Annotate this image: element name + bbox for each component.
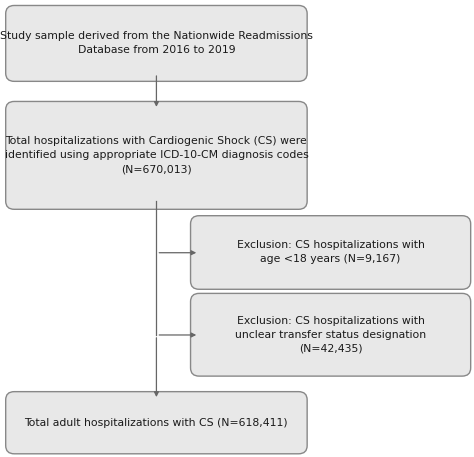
Text: Exclusion: CS hospitalizations with
unclear transfer status designation
(N=42,43: Exclusion: CS hospitalizations with uncl… — [235, 316, 426, 354]
Text: Study sample derived from the Nationwide Readmissions
Database from 2016 to 2019: Study sample derived from the Nationwide… — [0, 32, 313, 55]
FancyBboxPatch shape — [191, 293, 471, 376]
Text: Total adult hospitalizations with CS (N=618,411): Total adult hospitalizations with CS (N=… — [24, 418, 287, 428]
FancyBboxPatch shape — [6, 5, 307, 81]
Text: Total hospitalizations with Cardiogenic Shock (CS) were
identified using appropr: Total hospitalizations with Cardiogenic … — [5, 136, 308, 175]
FancyBboxPatch shape — [6, 101, 307, 209]
Text: Exclusion: CS hospitalizations with
age <18 years (N=9,167): Exclusion: CS hospitalizations with age … — [237, 240, 425, 265]
FancyBboxPatch shape — [191, 216, 471, 289]
FancyBboxPatch shape — [6, 392, 307, 454]
